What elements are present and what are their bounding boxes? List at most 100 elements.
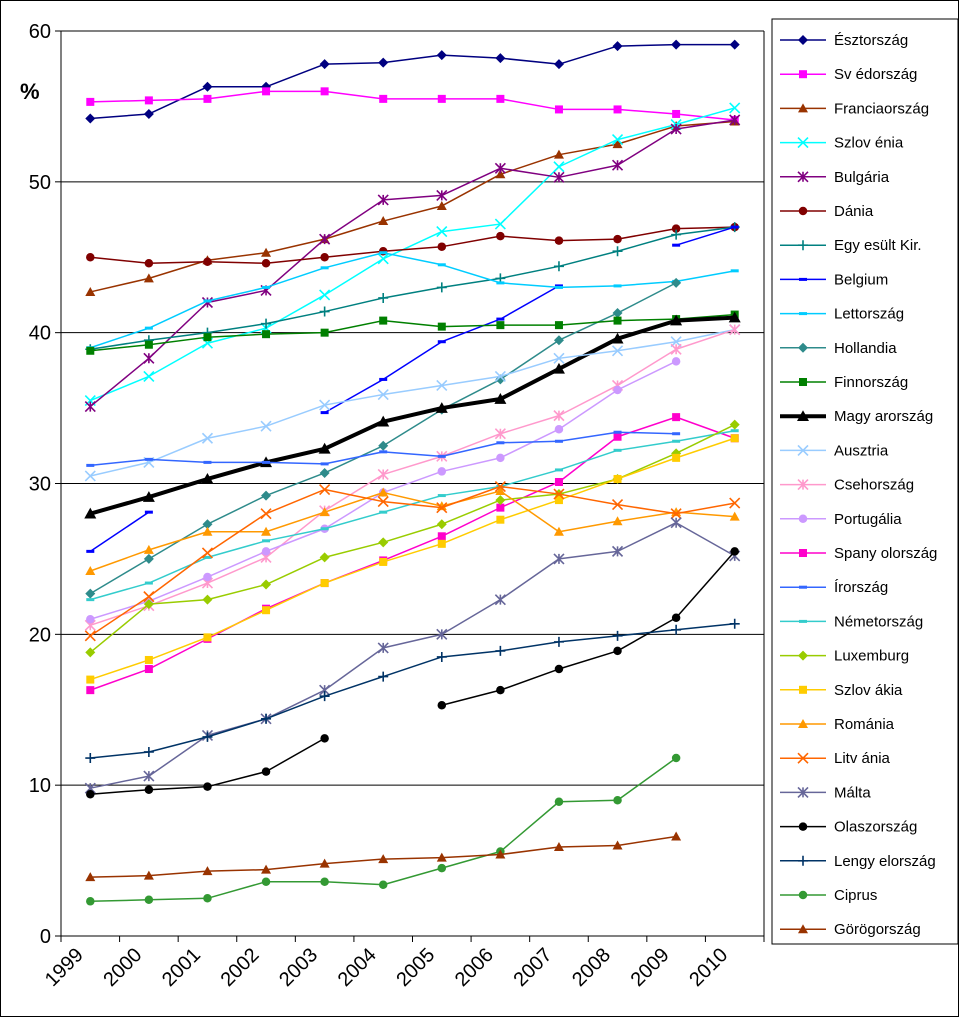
data-point [436, 200, 447, 210]
data-point [553, 261, 564, 272]
data-point [320, 411, 329, 415]
data-point [319, 289, 331, 301]
data-point [495, 849, 506, 859]
data-point [494, 370, 506, 382]
data-point [202, 526, 213, 536]
legend-marker [799, 585, 807, 589]
data-point [553, 149, 564, 159]
series-24 [85, 618, 740, 764]
series-4 [84, 114, 741, 413]
data-point [436, 189, 448, 201]
data-point [436, 852, 447, 862]
data-point [85, 588, 96, 599]
data-point [86, 686, 95, 695]
data-point [85, 286, 96, 296]
data-point [437, 467, 447, 476]
data-point [495, 169, 506, 179]
data-point [319, 233, 331, 245]
data-point [496, 321, 505, 330]
data-point [554, 285, 563, 289]
data-point [86, 615, 95, 624]
data-point [611, 134, 624, 146]
data-point [261, 713, 272, 724]
data-point [437, 863, 447, 873]
data-point [85, 872, 96, 882]
data-point [670, 343, 682, 355]
data-point [86, 97, 95, 106]
data-point [379, 316, 388, 325]
series-line [90, 90, 735, 121]
data-point [729, 419, 740, 430]
data-point [262, 539, 271, 543]
legend-marker [799, 549, 807, 557]
data-point [612, 840, 623, 850]
legend-marker [799, 277, 807, 281]
series-line [90, 429, 735, 601]
legend-marker [799, 378, 807, 386]
data-point [320, 734, 329, 743]
data-point [379, 94, 388, 103]
data-point [672, 413, 681, 422]
data-point [319, 483, 331, 496]
series-line [90, 313, 735, 352]
legend-label: Szlov énia [834, 135, 904, 152]
series-line [89, 119, 735, 408]
series-7 [86, 225, 739, 553]
data-point [670, 508, 682, 520]
series-line [89, 485, 735, 637]
data-point [379, 377, 388, 381]
series-line [90, 120, 735, 293]
data-point [262, 460, 271, 464]
series-line [441, 550, 736, 706]
data-point [379, 557, 388, 566]
data-point [202, 731, 213, 742]
data-point [318, 442, 331, 454]
legend-entry: Írország [780, 579, 888, 596]
data-point [553, 161, 565, 173]
data-point [554, 797, 564, 807]
legend-entry: Románia [780, 716, 895, 733]
data-point [378, 57, 389, 68]
data-point [85, 753, 96, 764]
data-point [494, 218, 506, 230]
legend-marker [797, 752, 809, 764]
data-point [319, 306, 330, 317]
data-point [729, 102, 741, 114]
data-point [553, 636, 564, 647]
data-point [553, 553, 565, 565]
series-line [90, 623, 735, 759]
data-point [319, 552, 330, 563]
data-point [203, 782, 212, 791]
legend-marker [799, 619, 807, 623]
data-point [554, 284, 563, 288]
legend-label: Belgium [834, 271, 888, 288]
data-point [261, 318, 272, 329]
data-point [84, 470, 96, 482]
data-point [202, 594, 213, 605]
data-point [319, 691, 330, 702]
data-point [613, 796, 622, 805]
data-point [494, 162, 506, 174]
legend-entry: Görögország [780, 921, 921, 938]
data-point [437, 340, 446, 344]
legend-label: Litv ánia [834, 750, 891, 767]
data-point [320, 266, 329, 270]
legend-label: Írország [834, 579, 888, 596]
data-point [671, 229, 682, 240]
data-point [202, 81, 213, 92]
data-point [495, 53, 506, 64]
data-point [494, 480, 506, 493]
legend-entry: Egy esült Kir. [780, 237, 922, 254]
data-point [496, 441, 505, 445]
data-point [84, 507, 97, 519]
data-point [553, 171, 565, 183]
legend-marker [797, 786, 809, 798]
data-point [261, 547, 271, 556]
legend-label: Ciprus [834, 887, 877, 904]
legend-entry: Dánia [780, 203, 874, 220]
data-point [611, 545, 624, 557]
data-point [496, 94, 505, 103]
data-point [86, 346, 95, 355]
data-point [730, 429, 739, 433]
data-point [262, 285, 271, 289]
